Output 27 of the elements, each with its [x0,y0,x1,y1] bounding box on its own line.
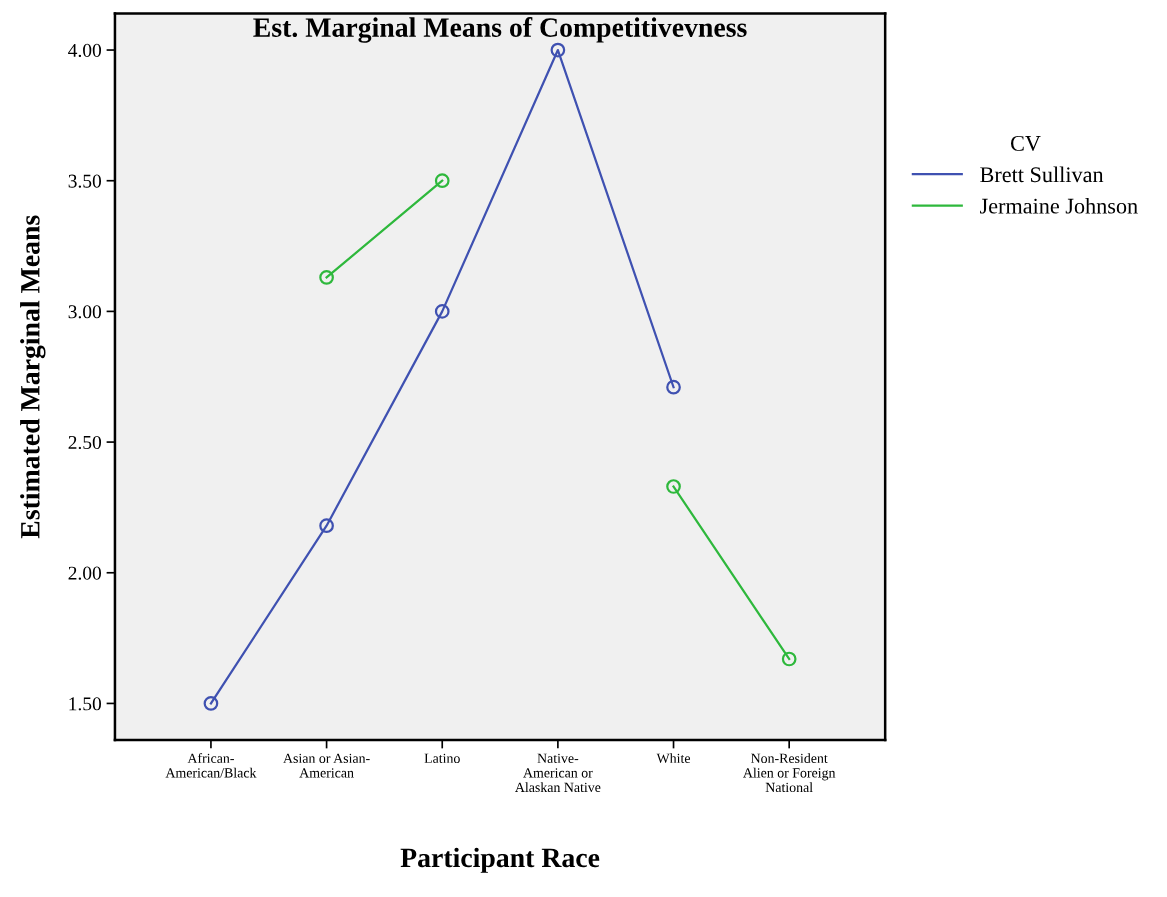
point [666,479,681,494]
point [434,304,450,319]
y-tick-label: 2.00 [68,566,102,580]
point [550,42,566,58]
point [666,379,681,395]
x-axis-title: Participant Race [400,847,600,873]
point [203,696,219,711]
point [319,518,334,534]
x-tick-label: White [656,753,691,764]
point [319,270,334,285]
x-tick-label: Latino [424,753,460,763]
x-tick-label: African- American/Black [165,753,257,778]
x-tick-label: Native- American or Alaskan Native [515,753,601,793]
point [781,651,797,667]
point [434,173,450,189]
legend-label: Jermaine Johnson [980,197,1138,214]
legend-label: Brett Sullivan [980,166,1104,183]
legend-title: CV [1010,135,1041,151]
chart-title: Est. Marginal Means of Competitivevness [253,17,747,43]
y-tick-label: 3.00 [68,305,102,319]
y-axis-title: Estimated Marginal Means [20,215,46,539]
x-tick-label: Non-Resident Alien or Foreign National [743,753,836,793]
y-tick-label: 1.50 [69,697,102,711]
y-tick-label: 4.00 [68,43,102,58]
y-tick-label: 3.50 [68,174,102,188]
x-tick-label: Asian or Asian- American [283,753,370,778]
y-tick-label: 2.50 [68,435,102,450]
